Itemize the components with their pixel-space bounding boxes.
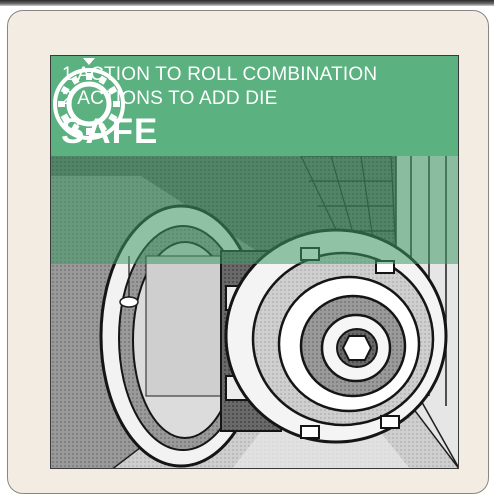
safe-card[interactable]: 1 ACTION TO ROLL COMBINATION 2 ACTIONS T… — [7, 10, 489, 494]
combination-dial-icon — [53, 58, 125, 140]
card-header-band: 1 ACTION TO ROLL COMBINATION 2 ACTIONS T… — [51, 56, 458, 156]
window-top-strip — [0, 0, 494, 6]
roll-combination-cost-text: 1 ACTION TO ROLL COMBINATION — [62, 64, 378, 85]
card-art-frame: 1 ACTION TO ROLL COMBINATION 2 ACTIONS T… — [50, 55, 459, 469]
